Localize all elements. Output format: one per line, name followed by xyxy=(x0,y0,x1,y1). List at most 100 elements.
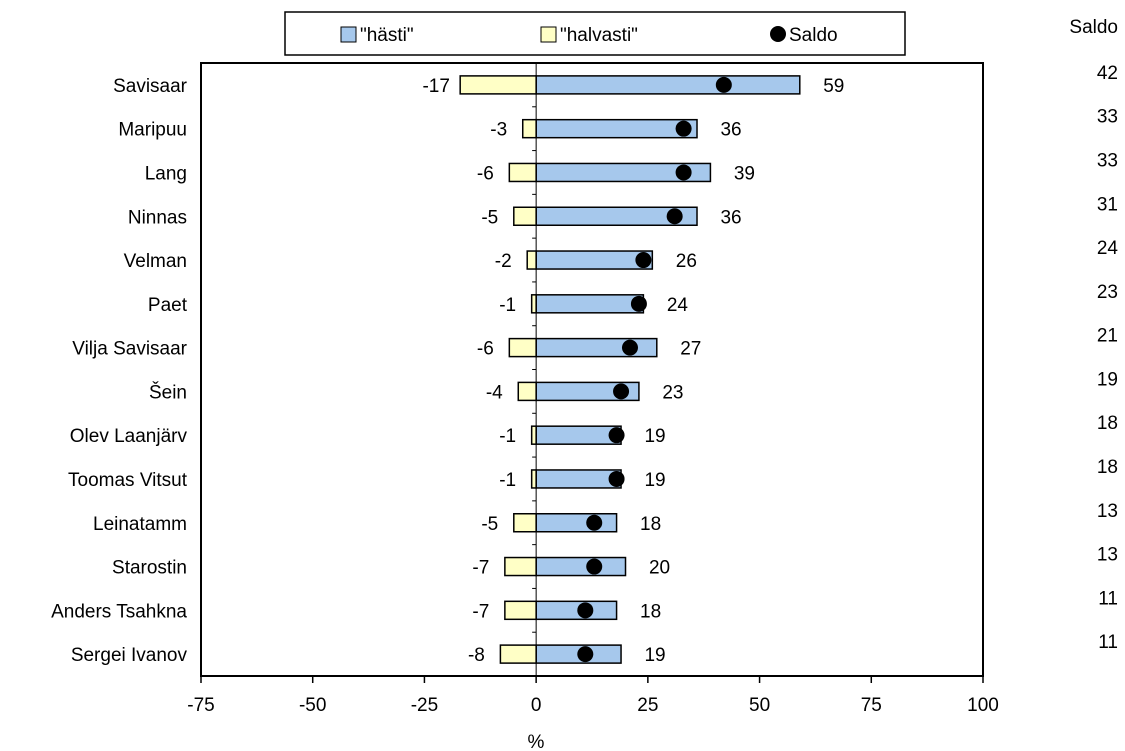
saldo-value: 18 xyxy=(1097,457,1118,478)
saldo-value: 13 xyxy=(1097,501,1118,522)
data-label-halvasti: -1 xyxy=(499,295,516,316)
legend-swatch-halvasti xyxy=(540,26,557,43)
bar-halvasti xyxy=(508,162,537,183)
bar-halvasti xyxy=(530,469,537,489)
saldo-value: 19 xyxy=(1097,369,1118,390)
category-label: Lang xyxy=(145,163,187,184)
saldo-value: 24 xyxy=(1097,238,1119,259)
saldo-marker xyxy=(630,295,647,312)
chart-labels: -75 -50 -25 0 25 50 75 100 Savisaar 59 -17 42 Maripu… xyxy=(51,63,1118,716)
data-label-halvasti: -3 xyxy=(490,120,507,141)
data-label-hasti: 19 xyxy=(644,645,665,666)
data-label-halvasti: -17 xyxy=(422,76,449,97)
category-label: Šein xyxy=(149,381,187,403)
saldo-value: 11 xyxy=(1098,632,1118,653)
bar-halvasti xyxy=(508,337,537,358)
saldo-marker xyxy=(608,427,625,444)
data-label-halvasti: -6 xyxy=(477,163,494,184)
saldo-marker xyxy=(635,252,652,269)
bar-halvasti xyxy=(521,118,537,139)
x-tick-label: 0 xyxy=(531,695,542,716)
data-label-hasti: 23 xyxy=(662,382,683,403)
category-label: Velman xyxy=(124,251,187,272)
data-label-halvasti: -5 xyxy=(481,207,498,228)
saldo-marker xyxy=(666,208,683,225)
bar-halvasti xyxy=(526,250,537,270)
legend: "hästi" "halvasti" Saldo xyxy=(284,11,906,56)
bar-hasti xyxy=(535,75,801,95)
bar-hasti xyxy=(535,600,618,621)
bar-hasti xyxy=(535,425,622,445)
bar-halvasti xyxy=(513,513,537,533)
x-tick-label: -25 xyxy=(411,695,438,716)
x-tick-label: 100 xyxy=(967,695,999,716)
saldo-marker xyxy=(586,558,603,575)
bar-hasti xyxy=(535,513,618,533)
bar-halvasti xyxy=(530,294,537,314)
saldo-value: 33 xyxy=(1097,150,1118,171)
saldo-marker xyxy=(715,76,732,93)
saldo-value: 33 xyxy=(1097,107,1118,128)
data-label-hasti: 18 xyxy=(640,514,661,535)
saldo-marker xyxy=(621,339,638,356)
data-label-hasti: 39 xyxy=(734,163,755,184)
bar-halvasti xyxy=(504,556,537,577)
data-label-halvasti: -7 xyxy=(472,601,489,622)
data-label-hasti: 36 xyxy=(720,207,741,228)
chart-marks xyxy=(459,75,801,664)
category-label: Leinatamm xyxy=(93,514,187,535)
saldo-marker xyxy=(675,164,692,181)
bar-halvasti xyxy=(517,381,537,402)
bar-hasti xyxy=(535,337,658,358)
data-label-hasti: 26 xyxy=(676,251,697,272)
data-label-halvasti: -1 xyxy=(499,426,516,447)
data-label-hasti: 20 xyxy=(649,558,670,579)
saldo-value: 18 xyxy=(1097,413,1118,434)
legend-label-halvasti: "halvasti" xyxy=(560,25,638,46)
saldo-marker xyxy=(577,602,594,619)
saldo-value: 23 xyxy=(1097,282,1118,303)
data-label-halvasti: -8 xyxy=(468,645,485,666)
bar-halvasti xyxy=(530,425,537,445)
data-label-hasti: 59 xyxy=(823,76,844,97)
bar-hasti xyxy=(535,469,622,489)
data-label-halvasti: -4 xyxy=(486,382,503,403)
saldo-value: 42 xyxy=(1097,63,1118,84)
saldo-value: 13 xyxy=(1097,545,1118,566)
data-label-halvasti: -6 xyxy=(477,339,494,360)
legend-swatch-hasti xyxy=(340,26,357,43)
bar-hasti xyxy=(535,556,627,577)
data-label-hasti: 27 xyxy=(680,339,701,360)
data-label-hasti: 24 xyxy=(667,295,689,316)
category-label: Olev Laanjärv xyxy=(70,426,188,447)
saldo-marker xyxy=(577,646,594,663)
x-axis-title: % xyxy=(528,732,545,751)
category-label: Savisaar xyxy=(113,76,188,97)
data-label-hasti: 18 xyxy=(640,601,661,622)
bar-hasti xyxy=(535,118,698,139)
saldo-marker xyxy=(675,120,692,137)
data-label-halvasti: -7 xyxy=(472,558,489,579)
data-label-halvasti: -1 xyxy=(499,470,516,491)
saldo-column-title: Saldo xyxy=(1069,17,1118,38)
x-tick-label: 25 xyxy=(637,695,658,716)
category-label: Toomas Vitsut xyxy=(68,470,188,491)
category-label: Vilja Savisaar xyxy=(72,339,187,360)
saldo-value: 11 xyxy=(1098,588,1118,609)
data-label-hasti: 19 xyxy=(644,426,665,447)
category-label: Starostin xyxy=(112,558,187,579)
legend-marker-saldo xyxy=(770,26,786,42)
data-label-hasti: 36 xyxy=(720,120,741,141)
category-label: Anders Tsahkna xyxy=(51,601,187,622)
legend-box xyxy=(284,11,906,56)
bar-halvasti xyxy=(499,644,537,664)
x-tick-label: -75 xyxy=(187,695,214,716)
saldo-value: 31 xyxy=(1097,194,1118,215)
data-label-hasti: 19 xyxy=(644,470,665,491)
saldo-marker xyxy=(586,514,603,531)
category-label: Sergei Ivanov xyxy=(71,645,188,666)
bar-hasti xyxy=(535,294,645,314)
category-label: Ninnas xyxy=(128,207,187,228)
category-label: Maripuu xyxy=(118,120,187,141)
legend-label-hasti: "hästi" xyxy=(360,25,414,46)
